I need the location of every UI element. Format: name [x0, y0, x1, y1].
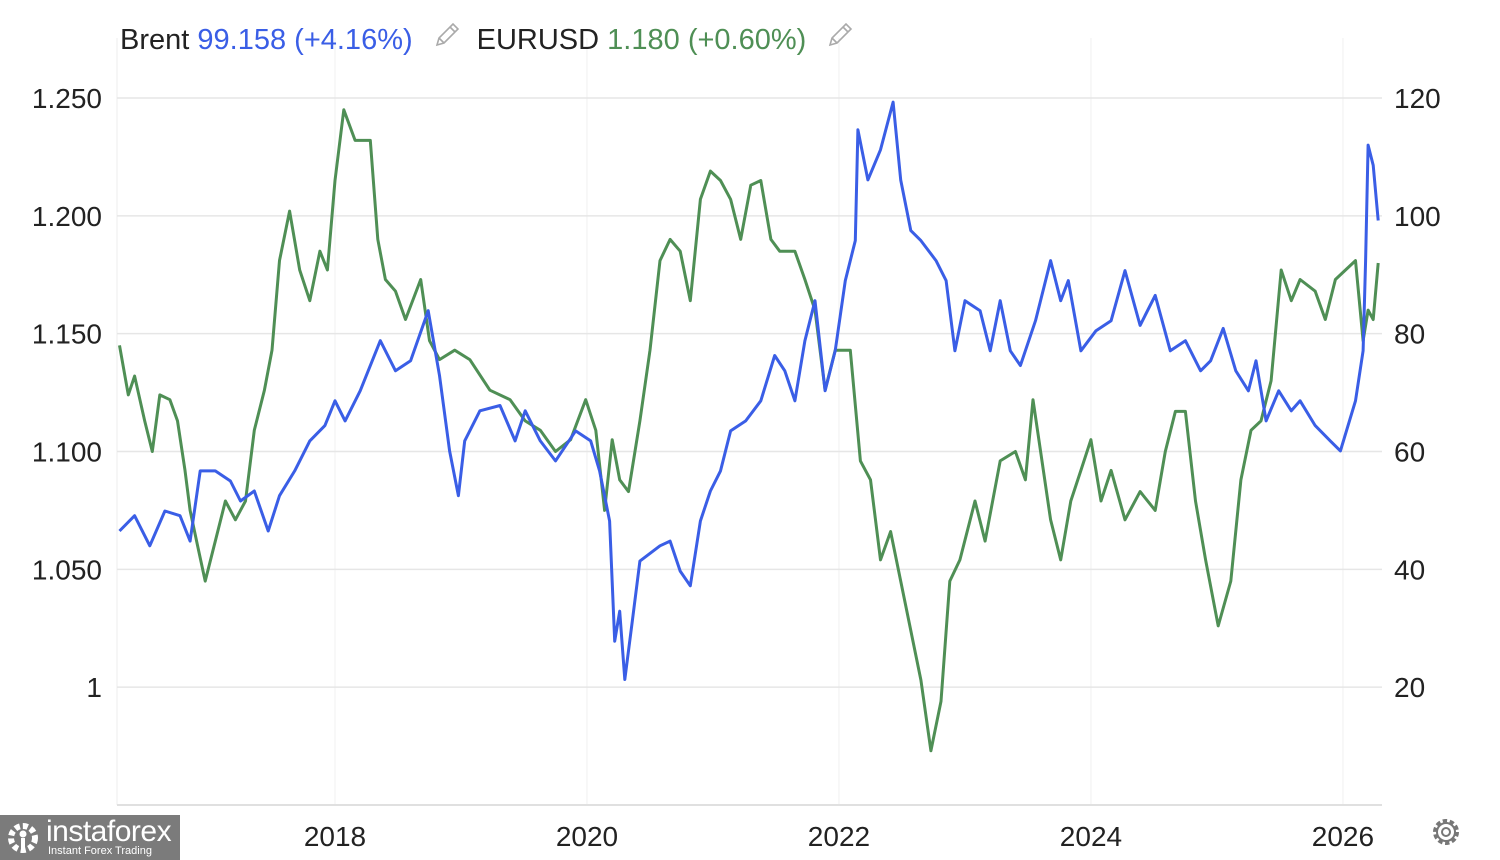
series-line-eurusd	[118, 108, 1380, 753]
left-tick-label: 1.100	[32, 437, 102, 468]
right-tick-label: 20	[1394, 672, 1425, 703]
left-tick-label: 1.250	[32, 83, 102, 114]
legend: Brent 99.158 (+4.16%) EURUSD 1.180 (+0.6…	[120, 22, 870, 57]
pencil-icon[interactable]	[824, 19, 856, 51]
x-tick-label: 2026	[1312, 821, 1374, 852]
left-tick-label: 1.200	[32, 201, 102, 232]
gear-icon[interactable]	[1428, 814, 1464, 855]
x-tick-label: 2020	[556, 821, 618, 852]
logo-tagline: Instant Forex Trading	[48, 845, 152, 857]
x-tick-label: 2018	[304, 821, 366, 852]
right-tick-label: 100	[1394, 201, 1441, 232]
logo-brand: instaforex	[46, 815, 172, 848]
series-line-brent	[118, 100, 1380, 681]
right-tick-label: 120	[1394, 83, 1441, 114]
left-tick-label: 1.050	[32, 554, 102, 585]
logo-gear-icon	[8, 823, 38, 853]
legend-eurusd-value: 1.180	[607, 24, 680, 56]
left-tick-label: 1	[86, 672, 102, 703]
pencil-icon[interactable]	[431, 19, 463, 51]
right-tick-label: 40	[1394, 554, 1425, 585]
legend-brent-name: Brent	[120, 24, 190, 56]
right-tick-label: 60	[1394, 437, 1425, 468]
right-tick-label: 80	[1394, 319, 1425, 350]
x-tick-label: 2024	[1060, 821, 1122, 852]
legend-eurusd-name: EURUSD	[476, 24, 600, 56]
legend-brent-value: 99.158	[197, 24, 287, 56]
legend-brent-change: (+4.16%)	[294, 24, 413, 56]
legend-eurusd-change: (+0.60%)	[687, 24, 807, 56]
left-tick-label: 1.150	[32, 319, 102, 350]
x-tick-label: 2022	[808, 821, 870, 852]
instaforex-logo: instaforex Instant Forex Trading	[0, 815, 180, 860]
